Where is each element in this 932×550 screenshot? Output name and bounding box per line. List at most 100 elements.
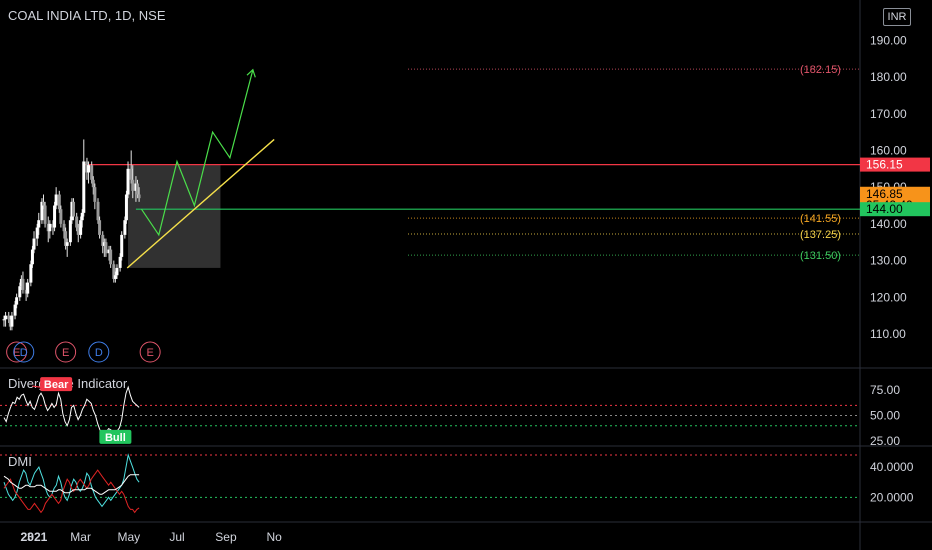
candle-body xyxy=(91,179,95,188)
candle xyxy=(24,282,28,301)
candle-body xyxy=(102,242,106,246)
candle xyxy=(72,198,76,221)
event-marker xyxy=(6,341,28,363)
candle-body xyxy=(19,278,23,287)
event-label: D xyxy=(95,347,103,359)
event-label: E xyxy=(146,347,153,359)
event-label: D xyxy=(20,347,28,359)
price-tag-label: 146.85 xyxy=(866,187,903,201)
price-tag-label: 156.15 xyxy=(866,158,903,172)
candle xyxy=(42,194,45,210)
y-tick-label: 120.00 xyxy=(870,290,907,304)
candle-body xyxy=(112,264,116,279)
projection-arrowhead xyxy=(246,68,256,78)
candle-body xyxy=(68,220,72,243)
candle xyxy=(68,216,72,246)
price-tag xyxy=(860,157,930,172)
candle xyxy=(113,271,117,283)
candle xyxy=(7,311,11,323)
candle xyxy=(120,231,124,261)
event-marker xyxy=(139,341,161,363)
y-tick-label: 180.00 xyxy=(870,70,907,84)
candle-body xyxy=(98,220,102,235)
candle xyxy=(109,245,113,268)
candle-body xyxy=(70,201,74,221)
candle-body xyxy=(123,220,127,235)
event-marker xyxy=(13,341,35,363)
divergence-y-tick: 50.00 xyxy=(870,409,900,423)
candle-body xyxy=(101,234,105,246)
candle-body xyxy=(107,249,111,254)
candle-body xyxy=(129,168,133,180)
level-label: (131.50) xyxy=(800,250,841,262)
candle-body xyxy=(90,165,94,180)
level-label: (137.25) xyxy=(800,229,841,241)
candle xyxy=(4,311,8,327)
candle xyxy=(8,315,12,331)
y-tick-label: 140.00 xyxy=(870,217,907,231)
candle-body xyxy=(13,304,17,316)
candle-body xyxy=(64,231,68,246)
candle-body xyxy=(24,289,28,294)
candle-body xyxy=(134,183,138,191)
projection-path xyxy=(141,69,254,237)
x-tick-label: 23 xyxy=(20,530,34,544)
candle-body xyxy=(109,249,113,265)
candle xyxy=(53,201,57,232)
event-label: E xyxy=(62,347,69,359)
candle-body xyxy=(2,319,6,321)
candle xyxy=(2,315,6,327)
candle xyxy=(21,271,25,294)
candle-body xyxy=(137,194,141,199)
dmi-y-tick: 20.0000 xyxy=(870,490,914,504)
candle xyxy=(107,245,111,261)
candle-body xyxy=(54,194,58,206)
x-tick-label: 2021 xyxy=(21,530,48,544)
candle xyxy=(136,179,140,199)
divergence-badge xyxy=(99,429,132,444)
candle-body xyxy=(10,315,14,327)
dmi-series-line xyxy=(3,469,140,514)
candle-body xyxy=(42,201,45,206)
candle-body xyxy=(104,242,108,254)
candle xyxy=(46,216,50,243)
candle-body xyxy=(113,275,117,279)
x-tick-label: No xyxy=(267,530,283,544)
candle xyxy=(118,253,122,272)
candle xyxy=(70,198,74,224)
y-tick-label: 110.00 xyxy=(870,327,906,341)
y-tick-label: 170.00 xyxy=(870,107,907,121)
candle xyxy=(80,209,84,228)
candle xyxy=(13,300,17,320)
candle xyxy=(98,216,102,239)
candle xyxy=(126,161,130,199)
candle-body xyxy=(76,227,80,235)
y-tick-label: 130.00 xyxy=(870,254,907,268)
divergence-badge-label: Bull xyxy=(105,432,126,444)
divergence-badge xyxy=(40,377,73,392)
candle xyxy=(102,238,106,257)
candle xyxy=(35,223,39,246)
price-tag xyxy=(860,186,930,201)
candle xyxy=(85,157,89,180)
candle xyxy=(65,238,69,257)
candle-body xyxy=(124,194,128,221)
candle xyxy=(96,198,100,224)
candle xyxy=(29,260,33,287)
candle-body xyxy=(32,238,36,250)
range-box xyxy=(128,165,221,268)
dmi-title: DMI xyxy=(8,454,32,469)
event-marker xyxy=(55,341,77,363)
candle xyxy=(129,150,133,184)
candle-body xyxy=(96,201,100,221)
candle-body xyxy=(72,201,76,217)
candle xyxy=(115,264,119,279)
candle-body xyxy=(62,223,66,232)
dmi-y-tick: 40.0000 xyxy=(870,460,914,474)
candle xyxy=(32,231,36,254)
candle-body xyxy=(46,223,50,232)
candle xyxy=(82,139,86,217)
candle-body xyxy=(43,205,47,224)
currency-button[interactable]: INR xyxy=(883,8,911,26)
